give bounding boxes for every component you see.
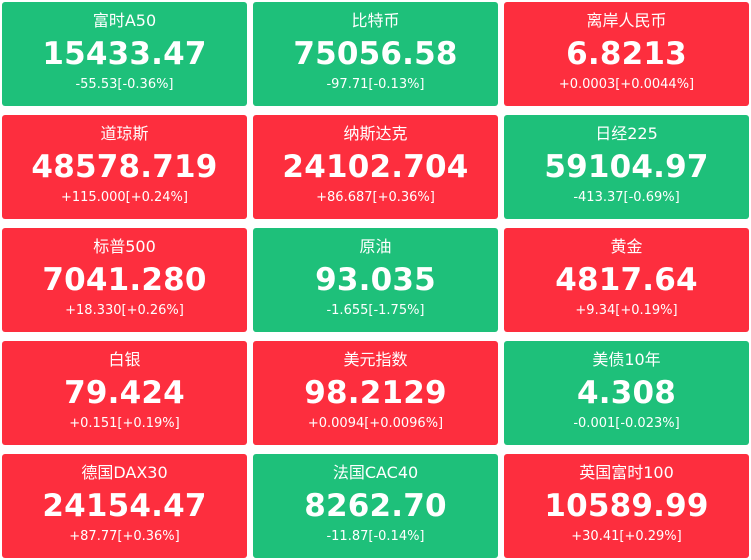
quote-change: -55.53[-0.36%]	[75, 77, 174, 92]
quote-name: 英国富时100	[579, 463, 674, 482]
quote-tile-silver[interactable]: 白银 79.424 +0.151[+0.19%]	[2, 341, 247, 445]
quote-name: 美债10年	[592, 350, 661, 369]
quote-price: 48578.719	[31, 149, 218, 185]
quote-name: 比特币	[351, 11, 400, 30]
quote-change: +0.0003[+0.0044%]	[558, 77, 695, 92]
quote-tile-ftse-a50[interactable]: 富时A50 15433.47 -55.53[-0.36%]	[2, 2, 247, 106]
quote-change: +9.34[+0.19%]	[575, 303, 678, 318]
quote-name: 道琼斯	[100, 124, 149, 143]
quote-change: +86.687[+0.36%]	[316, 190, 435, 205]
quote-change: -0.001[-0.023%]	[573, 416, 680, 431]
quote-change: -1.655[-1.75%]	[326, 303, 425, 318]
quote-price: 24102.704	[282, 149, 469, 185]
quote-tile-nasdaq[interactable]: 纳斯达克 24102.704 +86.687[+0.36%]	[253, 115, 498, 219]
quote-change: -97.71[-0.13%]	[326, 77, 425, 92]
quote-price: 75056.58	[293, 36, 458, 72]
quote-change: +0.0094[+0.0096%]	[307, 416, 444, 431]
quote-name: 纳斯达克	[343, 124, 408, 143]
quote-price: 6.8213	[566, 36, 687, 72]
quote-name: 法国CAC40	[332, 463, 419, 482]
quote-price: 8262.70	[304, 488, 447, 524]
quote-tile-ftse-100[interactable]: 英国富时100 10589.99 +30.41[+0.29%]	[504, 454, 749, 558]
quote-name: 富时A50	[92, 11, 157, 30]
quote-change: +87.77[+0.36%]	[69, 529, 180, 544]
quote-price: 98.2129	[304, 375, 447, 411]
quote-name: 德国DAX30	[81, 463, 168, 482]
quote-price: 10589.99	[544, 488, 709, 524]
quote-name: 离岸人民币	[586, 11, 667, 30]
quote-tile-dax30[interactable]: 德国DAX30 24154.47 +87.77[+0.36%]	[2, 454, 247, 558]
quote-tile-cac40[interactable]: 法国CAC40 8262.70 -11.87[-0.14%]	[253, 454, 498, 558]
quote-price: 4817.64	[555, 262, 698, 298]
quote-price: 79.424	[64, 375, 185, 411]
quote-tile-offshore-cny[interactable]: 离岸人民币 6.8213 +0.0003[+0.0044%]	[504, 2, 749, 106]
quote-change: +18.330[+0.26%]	[65, 303, 184, 318]
quote-name: 白银	[108, 350, 141, 369]
quote-name: 美元指数	[343, 350, 408, 369]
quote-tile-crude-oil[interactable]: 原油 93.035 -1.655[-1.75%]	[253, 228, 498, 332]
quote-tile-dollar-index[interactable]: 美元指数 98.2129 +0.0094[+0.0096%]	[253, 341, 498, 445]
quote-price: 59104.97	[544, 149, 709, 185]
quote-tile-bitcoin[interactable]: 比特币 75056.58 -97.71[-0.13%]	[253, 2, 498, 106]
quote-tile-nikkei-225[interactable]: 日经225 59104.97 -413.37[-0.69%]	[504, 115, 749, 219]
quote-name: 日经225	[595, 124, 658, 143]
quote-price: 93.035	[315, 262, 436, 298]
quote-change: +30.41[+0.29%]	[571, 529, 682, 544]
quote-price: 7041.280	[42, 262, 207, 298]
quote-price: 15433.47	[42, 36, 207, 72]
quote-name: 标普500	[93, 237, 156, 256]
quote-change: +0.151[+0.19%]	[69, 416, 180, 431]
quote-change: -11.87[-0.14%]	[326, 529, 425, 544]
quote-name: 原油	[359, 237, 392, 256]
quote-change: -413.37[-0.69%]	[573, 190, 680, 205]
quote-tile-dow-jones[interactable]: 道琼斯 48578.719 +115.000[+0.24%]	[2, 115, 247, 219]
quote-name: 黄金	[610, 237, 643, 256]
quote-price: 24154.47	[42, 488, 207, 524]
quote-change: +115.000[+0.24%]	[61, 190, 188, 205]
quote-tile-gold[interactable]: 黄金 4817.64 +9.34[+0.19%]	[504, 228, 749, 332]
quote-tile-sp500[interactable]: 标普500 7041.280 +18.330[+0.26%]	[2, 228, 247, 332]
quote-tile-us-10y-treasury[interactable]: 美债10年 4.308 -0.001[-0.023%]	[504, 341, 749, 445]
quote-price: 4.308	[576, 375, 677, 411]
